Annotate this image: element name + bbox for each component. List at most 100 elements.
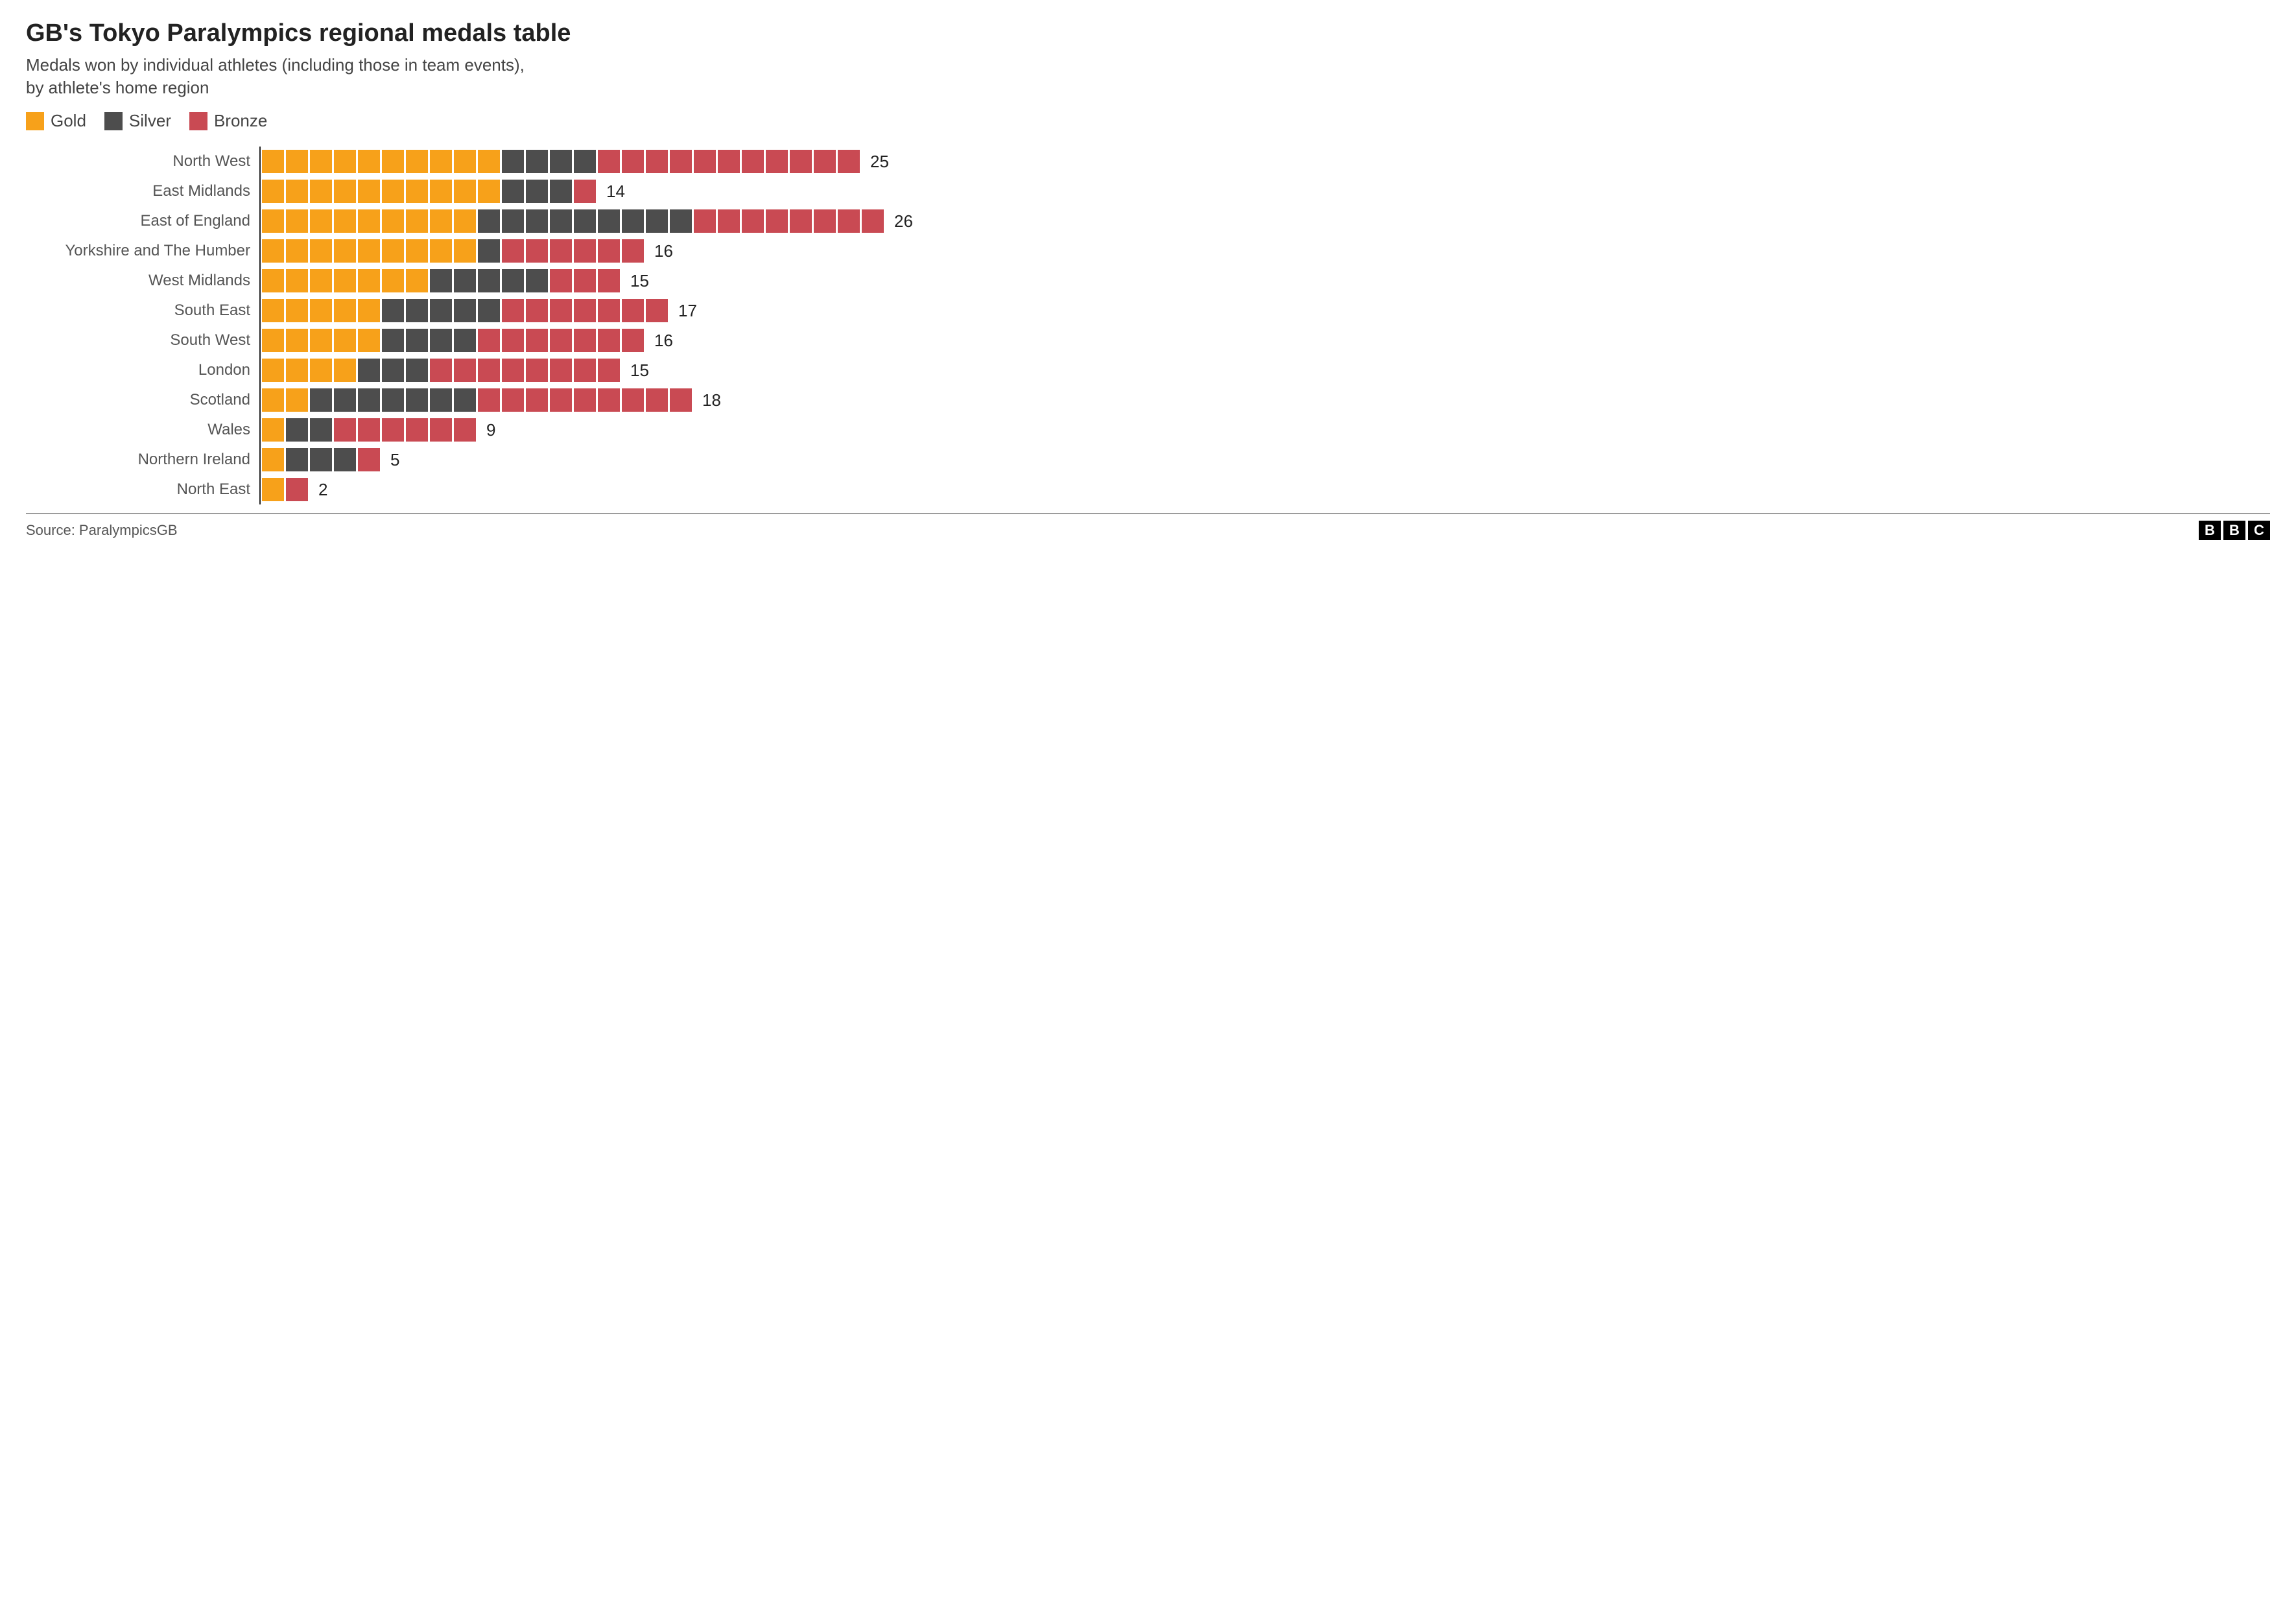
- row-total: 26: [894, 211, 913, 231]
- row-total: 17: [678, 301, 697, 321]
- medal-cell-bronze: [550, 388, 572, 412]
- region-label: London: [26, 361, 259, 379]
- medal-cell-gold: [454, 150, 476, 173]
- chart-row: Wales9: [26, 415, 2270, 445]
- bar-cells: [261, 180, 596, 203]
- bar-cells: [261, 209, 884, 233]
- region-label: Yorkshire and The Humber: [26, 242, 259, 260]
- medal-cell-silver: [574, 209, 596, 233]
- medal-cell-gold: [358, 239, 380, 263]
- bbc-logo-block: B: [2199, 521, 2221, 540]
- bars-wrap: 17: [259, 296, 2270, 325]
- legend-label: Bronze: [214, 111, 267, 131]
- medal-cell-bronze: [718, 209, 740, 233]
- legend: GoldSilverBronze: [26, 111, 2270, 131]
- medal-cell-gold: [358, 269, 380, 292]
- medal-cell-bronze: [358, 448, 380, 471]
- medal-cell-bronze: [646, 150, 668, 173]
- legend-swatch: [189, 112, 207, 130]
- medal-cell-gold: [334, 359, 356, 382]
- bar-cells: [261, 329, 644, 352]
- medal-cell-gold: [310, 209, 332, 233]
- chart-row: West Midlands15: [26, 266, 2270, 296]
- medal-cell-bronze: [502, 388, 524, 412]
- bar-cells: [261, 418, 476, 442]
- chart-row: London15: [26, 355, 2270, 385]
- medal-cell-gold: [286, 388, 308, 412]
- medal-cell-silver: [598, 209, 620, 233]
- footer: Source: ParalympicsGB BBC: [26, 514, 2270, 540]
- region-label: North West: [26, 152, 259, 171]
- medal-cell-gold: [310, 180, 332, 203]
- medal-cell-silver: [550, 150, 572, 173]
- bar-cells: [261, 448, 380, 471]
- legend-swatch: [26, 112, 44, 130]
- medal-cell-bronze: [646, 388, 668, 412]
- medal-cell-bronze: [766, 150, 788, 173]
- medal-cell-gold: [286, 329, 308, 352]
- medal-cell-gold: [406, 269, 428, 292]
- medal-cell-silver: [646, 209, 668, 233]
- medal-cell-gold: [406, 209, 428, 233]
- medal-cell-gold: [406, 150, 428, 173]
- medal-cell-bronze: [598, 359, 620, 382]
- medal-cell-gold: [382, 150, 404, 173]
- medal-cell-gold: [454, 180, 476, 203]
- medal-cell-gold: [262, 448, 284, 471]
- medal-cell-gold: [454, 209, 476, 233]
- medal-cell-bronze: [766, 209, 788, 233]
- medal-cell-gold: [478, 180, 500, 203]
- medal-cell-gold: [286, 150, 308, 173]
- medal-cell-silver: [454, 269, 476, 292]
- medal-cell-bronze: [382, 418, 404, 442]
- medal-cell-gold: [262, 478, 284, 501]
- medal-cell-silver: [382, 299, 404, 322]
- bbc-logo: BBC: [2199, 521, 2270, 540]
- medal-cell-bronze: [694, 209, 716, 233]
- medal-cell-bronze: [790, 150, 812, 173]
- medal-cell-bronze: [574, 388, 596, 412]
- medal-cell-silver: [406, 388, 428, 412]
- medal-cell-bronze: [838, 209, 860, 233]
- medal-cell-silver: [478, 239, 500, 263]
- chart-subtitle: Medals won by individual athletes (inclu…: [26, 54, 2270, 99]
- bbc-logo-block: C: [2248, 521, 2270, 540]
- medal-cell-bronze: [430, 418, 452, 442]
- legend-item: Bronze: [189, 111, 267, 131]
- bar-cells: [261, 478, 308, 501]
- bars-wrap: 25: [259, 147, 2270, 176]
- region-label: Scotland: [26, 391, 259, 409]
- medal-cell-gold: [382, 180, 404, 203]
- medal-cell-gold: [382, 239, 404, 263]
- medal-cell-gold: [262, 150, 284, 173]
- medal-cell-bronze: [814, 209, 836, 233]
- medal-cell-gold: [454, 239, 476, 263]
- chart-title: GB's Tokyo Paralympics regional medals t…: [26, 19, 2270, 47]
- medal-cell-gold: [262, 209, 284, 233]
- medal-cell-bronze: [622, 329, 644, 352]
- medal-cell-gold: [310, 150, 332, 173]
- medal-cell-gold: [430, 209, 452, 233]
- bars-wrap: 16: [259, 325, 2270, 355]
- medal-cell-bronze: [406, 418, 428, 442]
- medal-cell-bronze: [670, 388, 692, 412]
- bar-cells: [261, 359, 620, 382]
- medal-cell-gold: [358, 209, 380, 233]
- source-text: Source: ParalympicsGB: [26, 522, 178, 539]
- medal-cell-gold: [310, 269, 332, 292]
- medal-cell-gold: [382, 209, 404, 233]
- medal-cell-gold: [334, 329, 356, 352]
- medal-cell-bronze: [646, 299, 668, 322]
- medal-cell-silver: [478, 209, 500, 233]
- medal-cell-bronze: [526, 359, 548, 382]
- row-total: 2: [318, 480, 327, 500]
- medal-cell-silver: [310, 388, 332, 412]
- medal-cell-gold: [286, 269, 308, 292]
- medal-cell-gold: [310, 299, 332, 322]
- medal-cell-bronze: [430, 359, 452, 382]
- medal-cell-bronze: [454, 418, 476, 442]
- chart-row: North West25: [26, 147, 2270, 176]
- medal-cell-silver: [574, 150, 596, 173]
- medal-cell-silver: [382, 359, 404, 382]
- bars-wrap: 15: [259, 266, 2270, 296]
